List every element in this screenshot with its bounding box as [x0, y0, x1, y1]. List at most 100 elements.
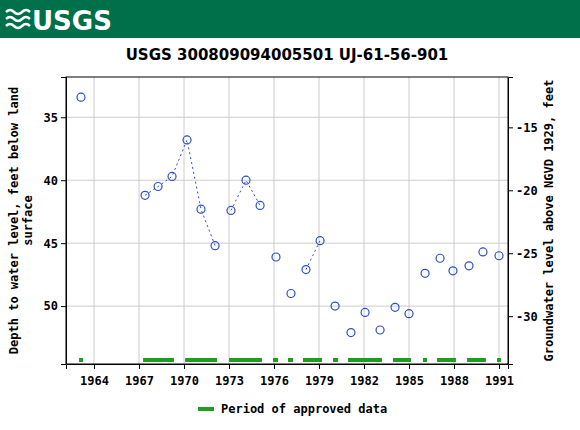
tick-mark [508, 127, 513, 128]
y2-axis: -15-20-25-30 [508, 78, 538, 365]
tick: 1979 [305, 364, 334, 388]
tick-mark [61, 180, 66, 181]
grid-line-x [274, 77, 275, 364]
tick-label: 1982 [350, 374, 379, 388]
tick-label: 1967 [125, 374, 154, 388]
tick-label: -25 [516, 247, 538, 261]
tick-mark [61, 243, 66, 244]
data-point [391, 303, 399, 311]
data-point [405, 310, 413, 318]
y-axis: 35404550 [44, 78, 67, 365]
data-point [211, 242, 219, 250]
data-point [168, 172, 176, 180]
approved-period [143, 358, 174, 362]
approved-period [273, 358, 278, 362]
data-point [449, 267, 457, 275]
tick: 35 [44, 111, 66, 125]
tick: 40 [44, 174, 66, 188]
approved-period [303, 358, 322, 362]
data-point [316, 237, 324, 245]
tick-mark [319, 364, 320, 369]
approved-period [229, 358, 262, 362]
grid-line-y [66, 117, 508, 118]
tick-mark [508, 253, 513, 254]
approved-period [348, 358, 382, 362]
tick: 1967 [125, 364, 154, 388]
data-point [331, 302, 339, 310]
tick-label: 40 [44, 174, 58, 188]
data-point [141, 191, 149, 199]
tick-label: 1964 [80, 374, 109, 388]
tick-mark [274, 364, 275, 369]
logo-wave [6, 10, 30, 14]
legend: Period of approved data [198, 402, 387, 416]
grid-line-x [319, 77, 320, 364]
tick-mark [508, 316, 513, 317]
grid-line-y [66, 180, 508, 181]
grid-line-x [454, 77, 455, 364]
legend-swatch [198, 407, 214, 411]
approved-period [393, 358, 411, 362]
tick-mark [508, 190, 513, 191]
approved-period [437, 358, 456, 362]
tick-mark [454, 364, 455, 369]
tick-mark [139, 364, 140, 369]
tick-mark [61, 306, 66, 307]
title: USGS 300809094005501 UJ-61-56-901 [126, 46, 449, 64]
grid-line-x [184, 77, 185, 364]
approved-period [497, 358, 501, 362]
tick-mark [364, 364, 365, 369]
grid-line-x [94, 77, 95, 364]
grid-line-x [229, 77, 230, 364]
approved-period [185, 358, 217, 362]
tick-label: 1991 [485, 374, 514, 388]
tick: 50 [44, 299, 66, 313]
data-point [183, 136, 191, 144]
data-point [287, 290, 295, 298]
grid-line-y [66, 243, 508, 244]
tick: 1970 [170, 364, 199, 388]
series-line [306, 241, 320, 270]
data-point [256, 201, 264, 209]
tick: -15 [508, 121, 538, 135]
series-line [145, 140, 215, 246]
tick: -20 [508, 184, 538, 198]
tick: 1973 [215, 364, 244, 388]
header-band [0, 0, 580, 38]
tick: -25 [508, 247, 538, 261]
data-point [361, 308, 369, 316]
tick-label: 35 [44, 111, 58, 125]
tick-mark [409, 364, 410, 369]
approved-period [79, 358, 83, 362]
tick: 1964 [80, 364, 109, 388]
data-point [77, 93, 85, 101]
chart: USGSUSGS 300809094005501 UJ-61-56-901196… [0, 0, 580, 430]
y-axis-title: Depth to water level, feet below landsur… [7, 87, 35, 354]
data-point [197, 205, 205, 213]
tick-label: 50 [44, 299, 58, 313]
tick: 1988 [440, 364, 469, 388]
data-point [479, 248, 487, 256]
data-point [242, 176, 250, 184]
legend-label: Period of approved data [221, 402, 387, 416]
data-point [154, 183, 162, 191]
data-point [495, 252, 503, 260]
grid-line-y [66, 306, 508, 307]
tick-mark [499, 364, 500, 369]
axis-line [67, 365, 509, 370]
logo-wave [6, 17, 30, 21]
y-axis-title-line: surface [21, 195, 35, 246]
tick-mark [229, 364, 230, 369]
tick-mark [94, 364, 95, 369]
tick-mark [61, 117, 66, 118]
tick-label: -20 [516, 184, 538, 198]
plot-frame [66, 77, 508, 364]
marks [77, 93, 503, 360]
data-point [302, 266, 310, 274]
data-point [465, 262, 473, 270]
grid-line-x [139, 77, 140, 364]
data-point [227, 206, 235, 214]
tick-label: 1970 [170, 374, 199, 388]
grid [66, 77, 508, 364]
data-point [272, 253, 280, 261]
